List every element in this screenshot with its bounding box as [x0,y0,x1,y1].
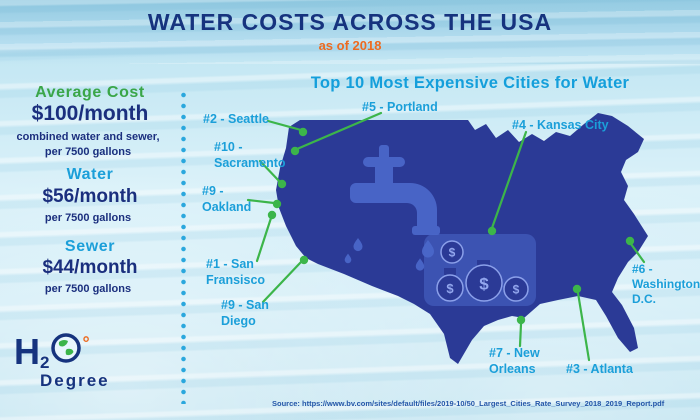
dollar-sign: $ [449,246,456,260]
leader-line-kansas-city [490,130,528,230]
money-bag-icon [465,264,503,302]
money-bag-icon [436,274,464,302]
map-heading: Top 10 Most Expensive Cities for Water [310,74,630,92]
faucet-body-icon [350,183,437,228]
dollar-sign: $ [479,275,489,294]
leader-line-sacramento [258,159,282,184]
faucet-neck-icon [375,165,393,185]
money-icon: $ $ $ $ [424,234,536,306]
leader-line-washington-dc [629,242,646,264]
map-dot-sacramento [277,179,287,189]
money-bag-tie-icon [477,260,490,268]
city-label-washington-dc: #6 - Washington, D.C. [632,262,700,306]
map-dot-seattle [298,127,308,137]
map-dot-portland [290,146,300,156]
dollar-sign: $ [513,283,520,297]
map-dot-kansas-city [487,226,497,236]
map-dot-atlanta [572,284,582,294]
average-cost-note: combined water and sewer, per 7500 gallo… [16,131,160,158]
faucet-handle-bar-icon [363,157,405,167]
water-note: per 7500 gallons [44,212,132,224]
money-bag-tie-icon [444,268,456,275]
leader-line-san-francisco [255,216,273,263]
logo-h: H [14,331,40,372]
dollar-sign: $ [446,281,454,296]
leader-line-new-orleans [518,322,523,348]
page-title: WATER COSTS ACROSS THE USA [147,9,553,35]
water-label: Water [66,166,114,183]
map-dot-oakland [272,199,282,209]
map-dot-washington-dc [625,236,635,246]
city-dots [267,127,635,325]
sewer-label: Sewer [64,238,116,255]
leader-line-oakland [246,198,276,205]
logo-subscript: 2 [40,353,50,372]
city-label-oakland: #9 - Oakland [202,184,252,214]
city-label-kansas-city: #4 - Kansas City [512,118,609,132]
h2o-degree-logo: H 2 ° Degree [14,332,164,391]
map-dot-san-diego [299,255,309,265]
average-cost-label: Average Cost [35,84,145,101]
dotted-divider [181,92,186,404]
water-value: $56/month [42,186,138,207]
globe-icon [50,332,82,369]
dollar-coin-icon [440,240,464,264]
city-label-portland: #5 - Portland [362,100,438,114]
sewer-value: $44/month [42,257,138,278]
map-dot-new-orleans [516,315,526,325]
leader-lines [246,111,646,362]
city-label-atlanta: #3 - Atlanta [566,362,633,376]
leader-line-atlanta [576,291,591,362]
leader-line-seattle [266,119,303,132]
city-label-seattle: #2 - Seattle [203,112,270,126]
city-label-san-diego: #9 - San Diego [221,298,269,328]
source-citation: Source: https://www.bv.com/sites/default… [272,399,665,408]
leader-line-portland [295,111,383,151]
logo-degree-symbol: ° [82,333,90,353]
faucet-icon [344,145,440,271]
leader-line-san-diego [261,260,303,304]
subtitle-as-of: as of 2018 [318,38,382,53]
city-label-sacramento: #10 - Sacramento [214,140,286,170]
average-cost-value: $100/month [31,102,149,125]
map-dot-san-francisco [267,210,277,220]
money-bag-icon [503,276,529,302]
header: WATER COSTS ACROSS THE USA as of 2018 [0,0,700,64]
city-label-san-francisco: #1 - San Fransisco [206,257,266,287]
faucet-spout-mouth-icon [412,226,440,235]
sewer-note: per 7500 gallons [44,283,132,295]
city-label-new-orleans: #7 - New Orleans [489,346,540,376]
logo-brand: Degree [40,371,110,390]
